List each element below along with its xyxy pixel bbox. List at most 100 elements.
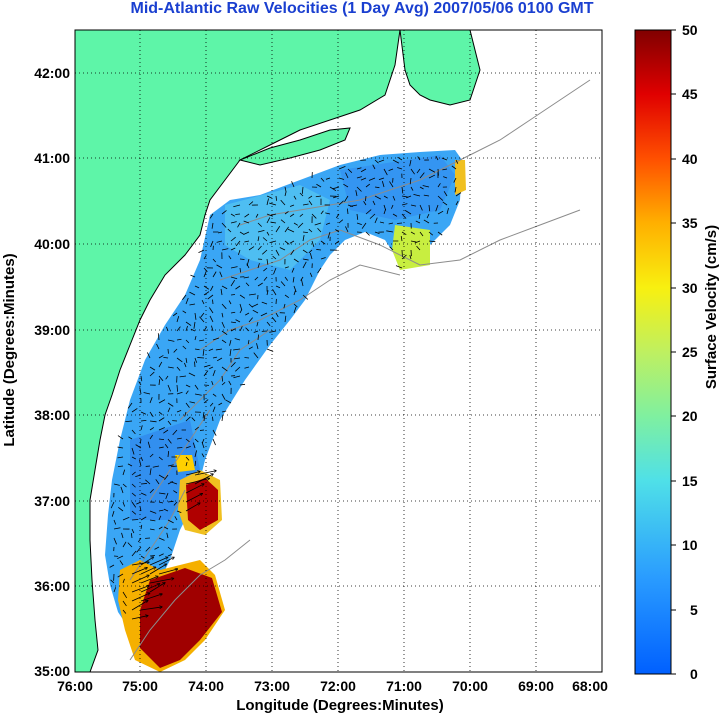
velocity-vector <box>230 276 238 280</box>
lat-tick: 41:00 <box>34 150 70 166</box>
velocity-vector <box>113 519 117 525</box>
velocity-vector <box>280 281 286 287</box>
velocity-vector <box>185 494 202 503</box>
velocity-vector <box>203 285 210 290</box>
velocity-vector <box>284 186 287 193</box>
velocity-vector <box>301 186 304 194</box>
velocity-vector <box>248 293 256 296</box>
velocity-vector <box>185 461 188 467</box>
velocity-vector <box>345 172 349 179</box>
velocity-vector <box>293 303 298 308</box>
velocity-vector <box>137 537 142 543</box>
velocity-vector <box>251 303 259 308</box>
velocity-vector <box>317 227 322 233</box>
velocity-vector <box>185 321 192 326</box>
velocity-vector <box>455 192 462 197</box>
velocity-vector <box>207 294 214 300</box>
velocity-vector <box>266 213 273 217</box>
velocity-vector <box>392 159 400 164</box>
velocity-vector <box>374 186 380 189</box>
velocity-vector <box>266 321 271 327</box>
velocity-vector <box>149 427 155 431</box>
velocity-vector <box>130 533 133 539</box>
velocity-vector <box>299 213 304 217</box>
velocity-vector <box>189 303 196 306</box>
velocity-vector <box>164 474 169 480</box>
velocity-vector <box>263 267 268 272</box>
velocity-vector <box>212 337 220 341</box>
velocity-vector <box>365 195 367 202</box>
velocity-vector <box>163 429 169 434</box>
velocity-vector <box>454 186 457 193</box>
velocity-vector <box>423 219 430 224</box>
velocity-vector <box>122 483 127 488</box>
velocity-vector <box>167 546 173 551</box>
velocity-vector <box>284 294 290 298</box>
velocity-vector <box>229 348 232 356</box>
velocity-vector <box>443 191 448 197</box>
velocity-vector <box>227 228 232 233</box>
velocity-vector <box>356 167 362 170</box>
velocity-vector <box>158 474 165 479</box>
velocity-vector <box>194 312 197 320</box>
velocity-vector <box>338 166 346 170</box>
velocity-vector <box>167 384 171 392</box>
velocity-vector <box>289 213 295 217</box>
velocity-vector <box>293 285 297 293</box>
velocity-vector <box>453 177 457 183</box>
velocity-vector <box>401 203 408 206</box>
velocity-vector <box>275 225 281 233</box>
velocity-vector <box>128 436 133 440</box>
velocity-vector <box>360 168 367 173</box>
velocity-vector <box>163 526 169 530</box>
velocity-vector <box>119 560 124 566</box>
velocity-vector <box>167 500 174 503</box>
velocity-vector <box>239 294 246 299</box>
velocity-vector <box>426 213 430 219</box>
velocity-vector <box>212 258 216 263</box>
velocity-vector <box>239 267 241 273</box>
velocity-vector <box>221 410 227 413</box>
velocity-vector <box>442 201 448 206</box>
velocity-vector <box>355 190 358 197</box>
velocity-vector <box>230 294 236 296</box>
velocity-vector <box>131 519 139 521</box>
velocity-vector <box>254 276 259 281</box>
velocity-vector <box>272 289 277 296</box>
velocity-vector <box>185 390 189 395</box>
velocity-vector <box>293 290 296 296</box>
velocity-vector <box>170 481 178 485</box>
velocity-vector <box>309 253 313 260</box>
velocity-vector <box>428 168 436 173</box>
velocity-vector <box>374 217 378 224</box>
velocity-vector <box>131 575 149 584</box>
velocity-vector <box>272 255 277 260</box>
velocity-vector <box>230 266 238 269</box>
colorbar-label: Surface Velocity (cm/s) <box>703 225 720 389</box>
velocity-vector <box>167 519 174 524</box>
velocity-vector <box>415 220 421 224</box>
velocity-vector <box>122 501 126 507</box>
velocity-vector <box>275 195 278 201</box>
velocity-vector <box>191 417 196 422</box>
velocity-vector <box>437 231 443 236</box>
velocity-vector <box>417 156 421 161</box>
velocity-vector <box>190 274 196 278</box>
velocity-vector <box>266 348 274 352</box>
colorbar-tick: 5 <box>690 602 698 618</box>
velocity-vector <box>284 211 289 215</box>
velocity-vector <box>221 321 225 328</box>
velocity-vector <box>182 345 187 350</box>
lon-tick-labels: 76:00 75:00 74:00 73:00 72:00 71:00 70:0… <box>57 678 608 694</box>
velocity-vector <box>416 168 421 174</box>
velocity-vector <box>140 411 147 415</box>
velocity-vector <box>117 456 124 459</box>
velocity-vector <box>158 557 174 566</box>
velocity-vector <box>155 479 160 485</box>
lon-tick: 76:00 <box>57 678 93 694</box>
velocity-vector <box>202 348 205 356</box>
velocity-vector <box>209 213 214 219</box>
velocity-vector <box>194 335 197 341</box>
lon-tick: 73:00 <box>254 678 290 694</box>
colorbar-tick: 30 <box>682 280 698 296</box>
